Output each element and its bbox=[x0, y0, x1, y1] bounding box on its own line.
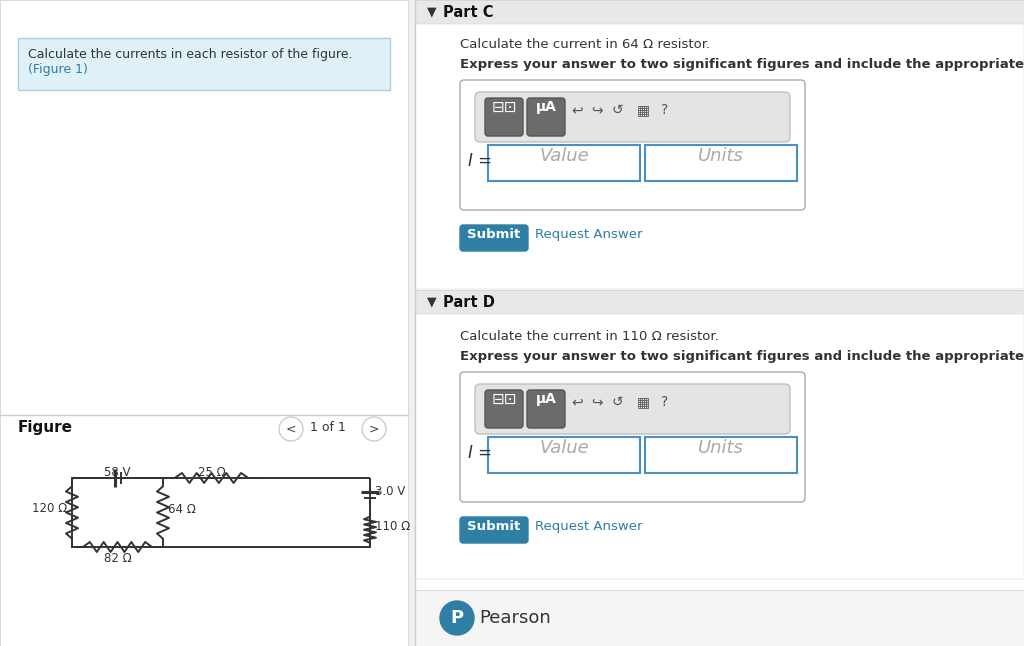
Text: 25 Ω: 25 Ω bbox=[198, 466, 225, 479]
Text: ↺: ↺ bbox=[611, 395, 623, 409]
Text: 120 Ω: 120 Ω bbox=[32, 502, 67, 515]
FancyBboxPatch shape bbox=[527, 98, 565, 136]
Text: 110 Ω: 110 Ω bbox=[375, 520, 411, 533]
Text: <: < bbox=[286, 423, 296, 436]
FancyBboxPatch shape bbox=[645, 437, 797, 473]
Text: Pearson: Pearson bbox=[479, 609, 551, 627]
Text: Submit: Submit bbox=[467, 520, 520, 533]
FancyBboxPatch shape bbox=[488, 145, 640, 181]
Text: 58 V: 58 V bbox=[104, 466, 131, 479]
Circle shape bbox=[440, 601, 474, 635]
Text: Units: Units bbox=[698, 147, 744, 165]
FancyBboxPatch shape bbox=[415, 290, 1024, 314]
Text: ▦: ▦ bbox=[637, 395, 649, 409]
FancyBboxPatch shape bbox=[0, 0, 408, 646]
Text: 3.0 V: 3.0 V bbox=[375, 484, 406, 498]
FancyBboxPatch shape bbox=[415, 314, 1024, 579]
FancyBboxPatch shape bbox=[415, 24, 1024, 289]
Text: Express your answer to two significant figures and include the appropriate units: Express your answer to two significant f… bbox=[460, 350, 1024, 363]
Text: Units: Units bbox=[698, 439, 744, 457]
Text: >: > bbox=[369, 423, 379, 436]
Text: ▼: ▼ bbox=[427, 295, 436, 308]
Text: ?: ? bbox=[662, 395, 669, 409]
Text: Calculate the current in 64 Ω resistor.: Calculate the current in 64 Ω resistor. bbox=[460, 38, 710, 51]
Text: 82 Ω: 82 Ω bbox=[103, 552, 131, 565]
Text: Request Answer: Request Answer bbox=[535, 228, 642, 241]
FancyBboxPatch shape bbox=[460, 372, 805, 502]
Circle shape bbox=[279, 417, 303, 441]
Text: ▼: ▼ bbox=[427, 5, 436, 18]
FancyBboxPatch shape bbox=[460, 517, 528, 543]
Text: ↩: ↩ bbox=[571, 395, 583, 409]
Text: Calculate the current in 110 Ω resistor.: Calculate the current in 110 Ω resistor. bbox=[460, 330, 719, 343]
FancyBboxPatch shape bbox=[415, 0, 1024, 646]
FancyBboxPatch shape bbox=[485, 390, 523, 428]
FancyBboxPatch shape bbox=[645, 145, 797, 181]
Text: ▦: ▦ bbox=[637, 103, 649, 117]
Text: ?: ? bbox=[662, 103, 669, 117]
Text: Value: Value bbox=[539, 147, 589, 165]
Text: Value: Value bbox=[539, 439, 589, 457]
Text: (Figure 1): (Figure 1) bbox=[28, 63, 88, 76]
Text: ↩: ↩ bbox=[571, 103, 583, 117]
FancyBboxPatch shape bbox=[485, 98, 523, 136]
Text: Part C: Part C bbox=[443, 5, 494, 20]
Text: μA: μA bbox=[536, 100, 556, 114]
FancyBboxPatch shape bbox=[415, 0, 1024, 24]
Text: ⊟⊡: ⊟⊡ bbox=[492, 100, 517, 115]
Text: μA: μA bbox=[536, 392, 556, 406]
Text: Calculate the currents in each resistor of the figure.: Calculate the currents in each resistor … bbox=[28, 48, 352, 61]
Text: ↪: ↪ bbox=[591, 103, 603, 117]
Text: I =: I = bbox=[468, 152, 492, 170]
Text: ↪: ↪ bbox=[591, 395, 603, 409]
FancyBboxPatch shape bbox=[475, 384, 790, 434]
Text: Figure: Figure bbox=[18, 420, 73, 435]
Circle shape bbox=[362, 417, 386, 441]
Text: Part D: Part D bbox=[443, 295, 495, 310]
FancyBboxPatch shape bbox=[475, 92, 790, 142]
Text: I =: I = bbox=[468, 444, 492, 462]
Text: Submit: Submit bbox=[467, 228, 520, 241]
FancyBboxPatch shape bbox=[460, 225, 528, 251]
Text: 1 of 1: 1 of 1 bbox=[310, 421, 346, 434]
FancyBboxPatch shape bbox=[527, 390, 565, 428]
Text: Express your answer to two significant figures and include the appropriate units: Express your answer to two significant f… bbox=[460, 58, 1024, 71]
FancyBboxPatch shape bbox=[460, 80, 805, 210]
Text: ↺: ↺ bbox=[611, 103, 623, 117]
FancyBboxPatch shape bbox=[415, 590, 1024, 646]
Text: P: P bbox=[451, 609, 464, 627]
Text: ⊟⊡: ⊟⊡ bbox=[492, 392, 517, 407]
Text: 64 Ω: 64 Ω bbox=[168, 503, 196, 516]
Text: Request Answer: Request Answer bbox=[535, 520, 642, 533]
FancyBboxPatch shape bbox=[488, 437, 640, 473]
FancyBboxPatch shape bbox=[18, 38, 390, 90]
